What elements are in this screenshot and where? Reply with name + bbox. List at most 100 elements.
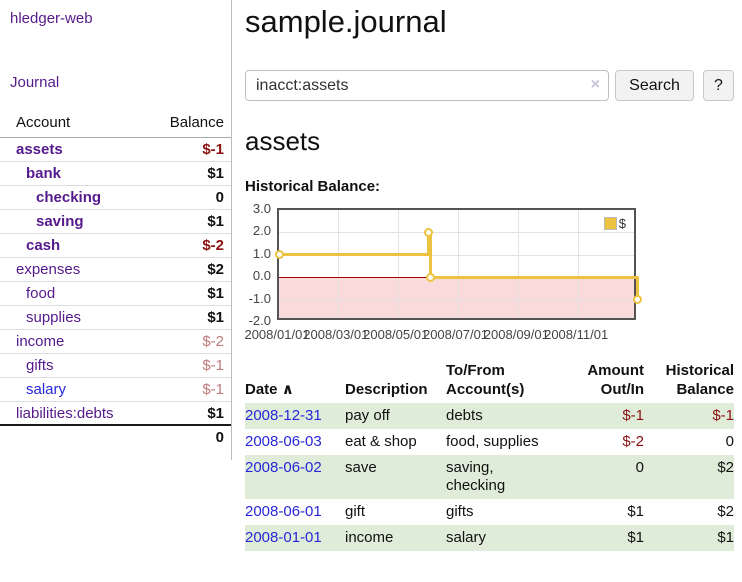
register-header-amount: Amount Out/In: [587, 362, 644, 398]
register-accounts: food, supplies: [446, 433, 539, 450]
x-tick-label: 2008/01/01: [244, 327, 310, 342]
register-balance: 0: [725, 433, 734, 450]
sidebar: hledger-web Journal Account Balance asse…: [0, 0, 232, 460]
x-tick-label: 2008/09/01: [483, 327, 549, 342]
sidebar-account-balance: $-1: [202, 381, 224, 398]
register-description: gift: [345, 503, 366, 520]
sidebar-account-link[interactable]: expenses: [16, 261, 81, 278]
register-row: 2008-01-01 income salary $1 $1: [245, 525, 734, 551]
app-title-link[interactable]: hledger-web: [10, 10, 93, 27]
legend-label: $: [618, 216, 626, 231]
x-tick-label: 2008/11/01: [544, 327, 609, 342]
sidebar-accounts-header: Account Balance: [0, 110, 231, 138]
sidebar-account-balance: 0: [215, 189, 224, 206]
register-date-link[interactable]: 2008-12-31: [245, 407, 322, 424]
sidebar-account-row: checking 0: [0, 186, 231, 210]
sidebar-item-journal[interactable]: Journal: [10, 74, 60, 91]
register-table: Date ∧ Description To/From Account(s) Am…: [245, 359, 734, 551]
sidebar-account-link[interactable]: checking: [36, 189, 102, 206]
page-title: sample.journal: [245, 4, 447, 39]
register-header-balance: Historical Balance: [665, 362, 734, 398]
register-header-description: Description: [345, 381, 428, 398]
sidebar-account-balance: $-1: [202, 357, 224, 374]
register-date-link[interactable]: 2008-01-01: [245, 529, 322, 546]
data-point[interactable]: [423, 227, 433, 237]
sidebar-account-link[interactable]: assets: [16, 141, 63, 158]
series-line-segment: [428, 230, 432, 279]
historical-balance-chart: 3.0 2.0 1.0 0.0 -1.0 -2.0 $ 2008/01/01 2008/03…: [244, 201, 742, 343]
register-date-link[interactable]: 2008-06-01: [245, 503, 322, 520]
clear-search-icon[interactable]: ×: [590, 76, 600, 93]
sidebar-account-link[interactable]: gifts: [26, 357, 54, 374]
sidebar-accounts-rows: assets $-1 bank $1 checking 0 saving $1 …: [0, 138, 231, 426]
negative-region: [279, 277, 634, 318]
search-button[interactable]: Search: [615, 70, 694, 101]
search-input[interactable]: [245, 70, 609, 101]
register-description: save: [345, 455, 446, 499]
register-header-accounts: To/From Account(s): [446, 362, 525, 398]
help-button[interactable]: ?: [703, 70, 734, 101]
sidebar-account-row: saving $1: [0, 210, 231, 234]
sidebar-account-row: cash $-2: [0, 234, 231, 258]
sidebar-account-link[interactable]: bank: [26, 165, 62, 182]
register-date-link[interactable]: 2008-06-02: [245, 459, 322, 476]
register-accounts: gifts: [446, 503, 474, 520]
register-amount: 0: [577, 455, 644, 499]
sidebar-account-balance: $1: [207, 165, 224, 182]
sidebar-account-row: gifts $-1: [0, 354, 231, 378]
y-tick-label: 0.0: [252, 268, 271, 284]
sidebar-account-link[interactable]: supplies: [26, 309, 82, 326]
sidebar-account-balance: $1: [207, 213, 224, 230]
main-content: sample.journal × Search ? assets Histori…: [232, 0, 742, 551]
account-page-title: assets: [245, 126, 321, 156]
register-amount: $-1: [577, 403, 644, 429]
y-tick-label: -2.0: [248, 313, 271, 328]
sidebar-account-balance: $-2: [202, 333, 224, 350]
x-tick-label: 2008/07/01: [422, 327, 489, 342]
page: hledger-web Journal Account Balance asse…: [0, 0, 742, 551]
x-tick-label: 2008/03/01: [303, 327, 369, 342]
sidebar-account-link[interactable]: liabilities:debts: [16, 404, 114, 422]
register-balance: $2: [717, 503, 734, 520]
accounts-header-account: Account: [16, 114, 71, 131]
v-gridline: [397, 210, 399, 318]
data-point[interactable]: [274, 250, 284, 260]
sidebar-account-link[interactable]: salary: [26, 381, 67, 398]
sidebar-account-row: income $-2: [0, 330, 231, 354]
y-tick-label: -1.0: [248, 290, 271, 306]
register-date-link[interactable]: 2008-06-03: [245, 433, 322, 450]
sidebar-account-link[interactable]: food: [26, 285, 56, 302]
y-tick-label: 3.0: [252, 201, 271, 216]
data-point[interactable]: [632, 295, 642, 305]
register-accounts: salary: [446, 525, 577, 551]
chart-legend: $: [601, 215, 628, 232]
register-row: 2008-06-03 eat & shop food, supplies $-2…: [245, 429, 734, 455]
sidebar-account-link[interactable]: saving: [36, 213, 84, 230]
series-line-segment: [430, 275, 637, 279]
register-balance: $2: [644, 455, 734, 499]
sidebar-account-balance: $1: [207, 285, 224, 302]
date-header-label: Date: [245, 381, 278, 398]
sidebar-account-link[interactable]: cash: [26, 237, 61, 254]
sidebar-account-balance: $1: [207, 404, 224, 422]
legend-swatch-icon: [603, 217, 617, 230]
chart-plot-area[interactable]: $: [274, 208, 642, 320]
data-point[interactable]: [425, 272, 435, 282]
h-gridline: [279, 232, 634, 234]
register-header-date[interactable]: Date ∧: [245, 359, 345, 403]
register-accounts: debts: [446, 403, 577, 429]
register-row: 2008-06-01 gift gifts $1 $2: [245, 499, 734, 525]
register-balance: $1: [644, 525, 734, 551]
sidebar-account-link[interactable]: income: [16, 333, 65, 350]
series-line-segment: [635, 275, 639, 302]
x-tick-label: 2008/05/01: [363, 327, 429, 342]
series-line-segment: [279, 253, 429, 257]
register-amount: $1: [577, 525, 644, 551]
sidebar-account-balance: $-1: [202, 141, 224, 158]
search-box: ×: [245, 70, 609, 101]
y-tick-label: 1.0: [252, 245, 271, 261]
v-gridline: [578, 210, 580, 318]
v-gridline: [457, 210, 459, 318]
h-gridline: [279, 254, 634, 256]
accounts-header-balance: Balance: [169, 114, 224, 131]
